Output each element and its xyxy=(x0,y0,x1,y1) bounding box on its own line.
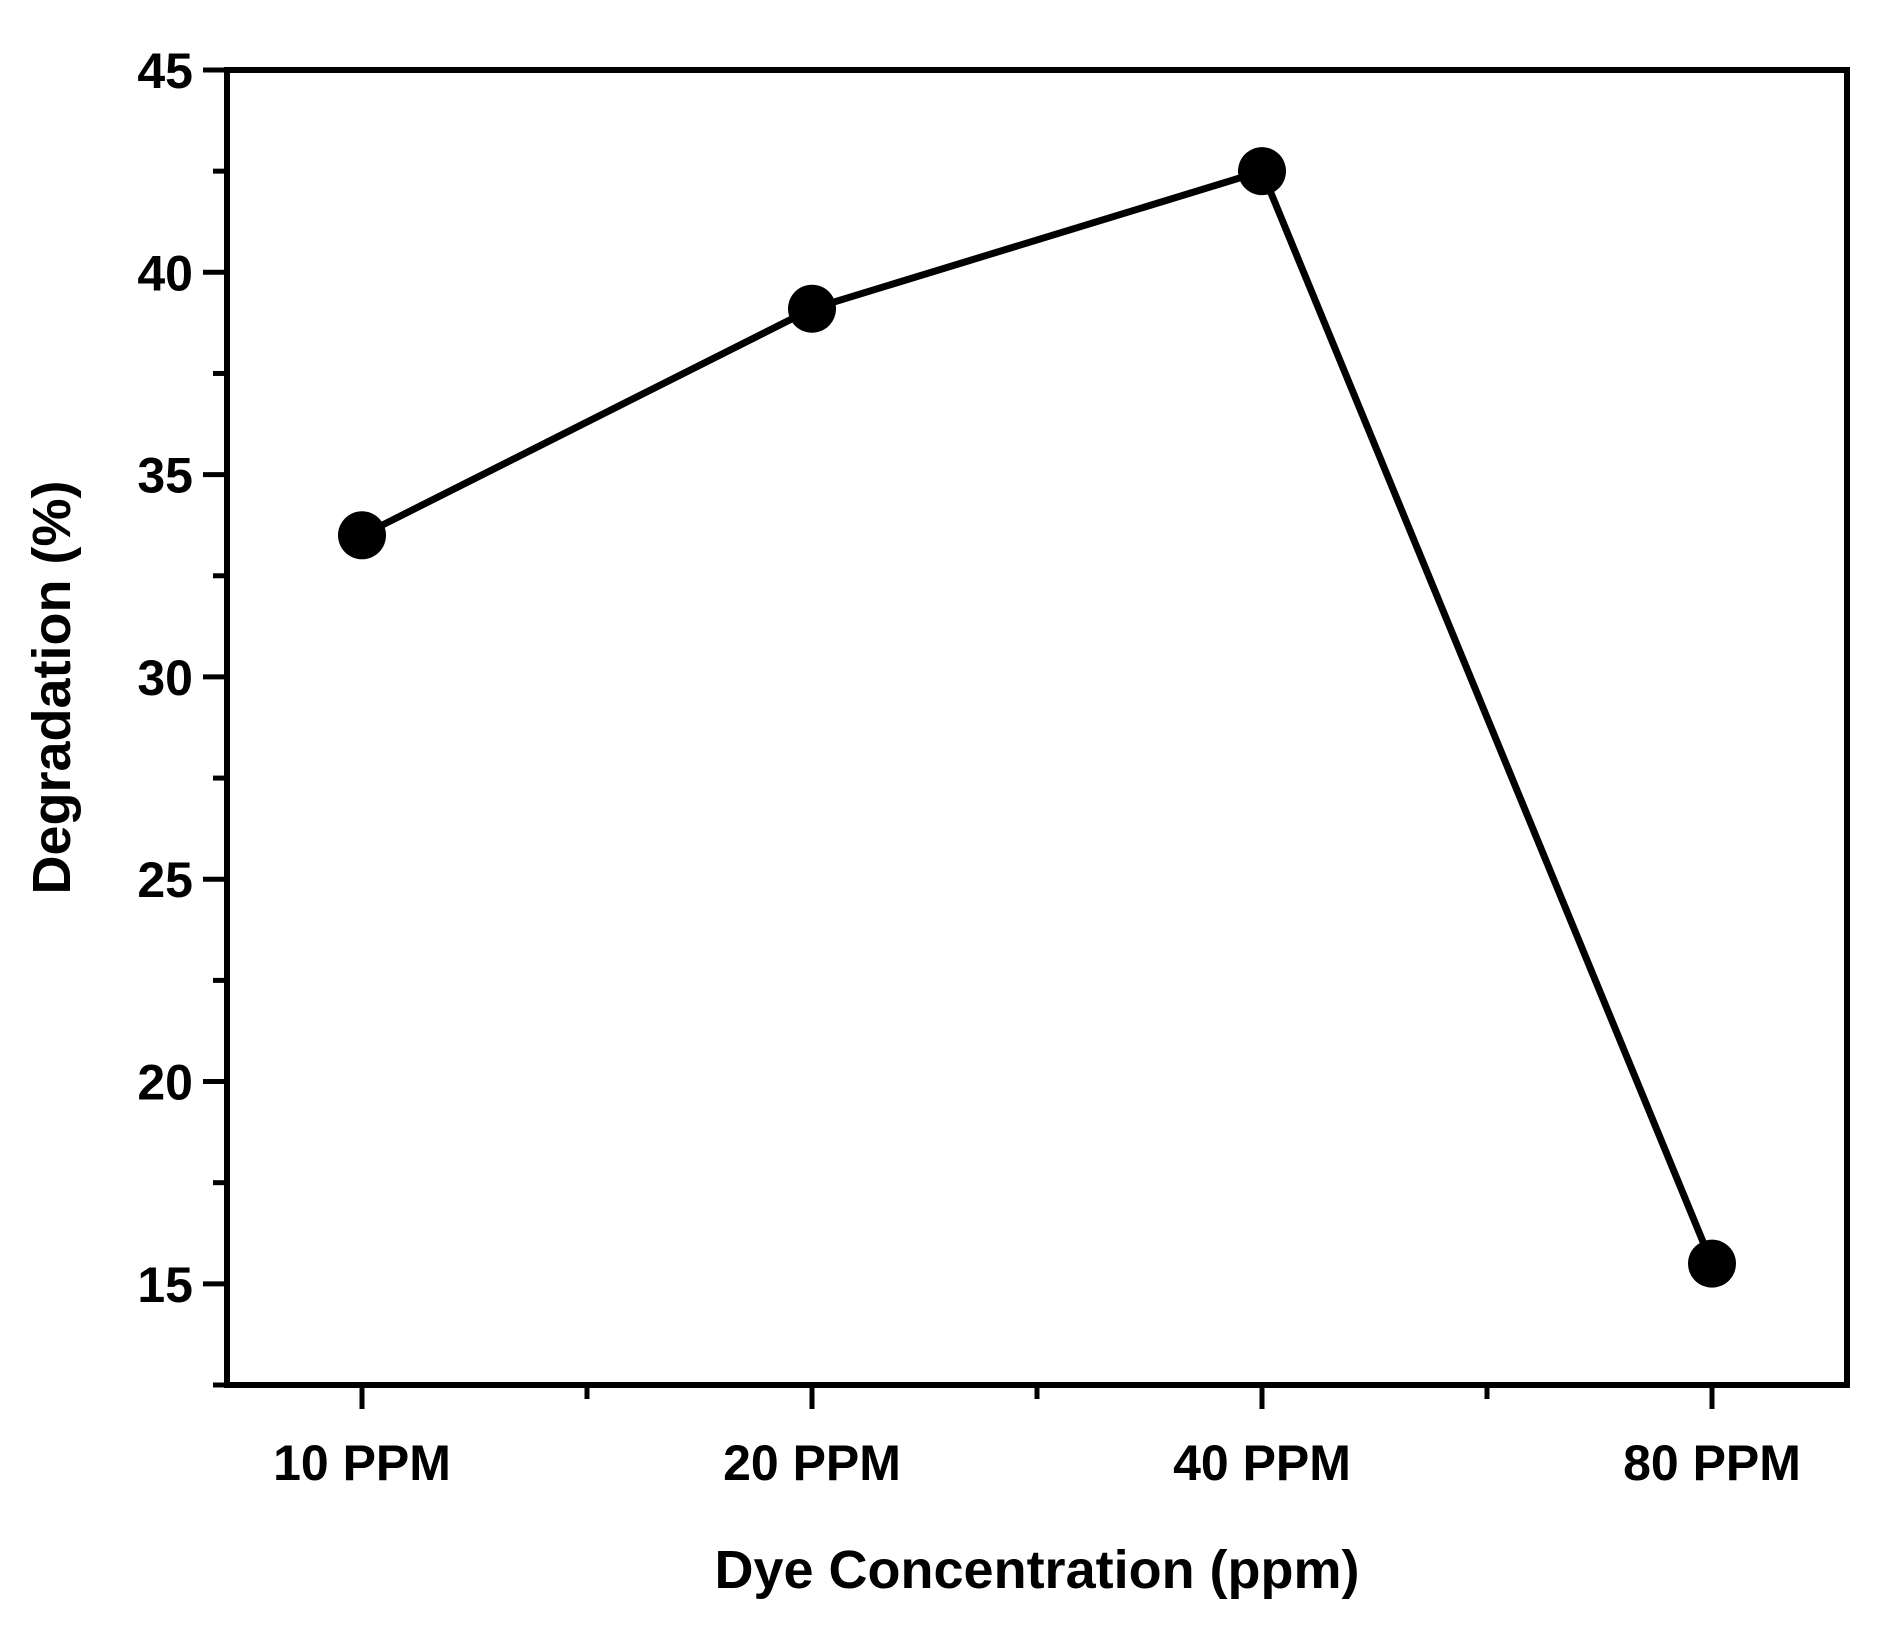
y-tick-label: 30 xyxy=(137,650,193,706)
plot-area-frame xyxy=(224,67,1850,1388)
x-tick-label: 20 PPM xyxy=(723,1435,901,1491)
data-points xyxy=(338,147,1736,1288)
y-tick-label: 45 xyxy=(137,43,193,99)
data-point-marker xyxy=(1238,147,1286,196)
y-tick-label: 40 xyxy=(137,245,193,301)
y-tick-label: 25 xyxy=(137,852,193,908)
y-axis-ticks xyxy=(203,67,227,1388)
data-point-marker xyxy=(338,511,386,560)
y-axis-tick-labels: 15 20 25 30 35 40 45 xyxy=(137,43,193,1313)
x-axis-tick-labels: 10 PPM 20 PPM 40 PPM 80 PPM xyxy=(273,1435,1801,1491)
x-axis-title: Dye Concentration (ppm) xyxy=(714,1540,1359,1600)
x-tick-label: 40 PPM xyxy=(1173,1435,1351,1491)
y-tick-label: 35 xyxy=(137,448,193,504)
series-line xyxy=(360,166,1716,1265)
y-tick-label: 20 xyxy=(137,1055,193,1111)
y-axis-title: Degradation (%) xyxy=(22,480,82,894)
x-tick-label: 10 PPM xyxy=(273,1435,451,1491)
x-tick-label: 80 PPM xyxy=(1623,1435,1801,1491)
x-axis-ticks xyxy=(359,1385,1715,1409)
data-point-marker xyxy=(1688,1239,1736,1288)
y-tick-label: 15 xyxy=(137,1257,193,1313)
data-point-marker xyxy=(788,284,836,333)
